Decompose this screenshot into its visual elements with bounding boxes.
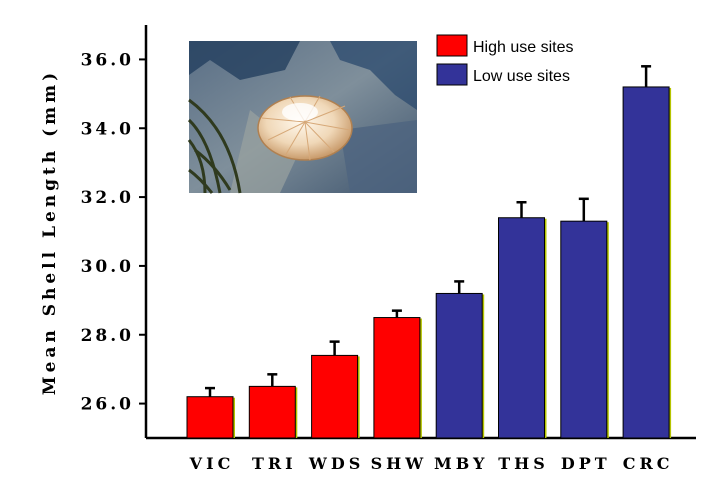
legend-label-high: High use sites bbox=[473, 39, 574, 56]
x-tick-label: CRC bbox=[623, 454, 674, 473]
y-tick-label: 36.0 bbox=[81, 50, 134, 70]
seaweed-graphic bbox=[187, 98, 242, 194]
x-tick-label: MBY bbox=[434, 454, 488, 473]
x-tick-label: WDS bbox=[308, 454, 364, 473]
bar-dpt bbox=[560, 220, 608, 439]
legend-label-low: Low use sites bbox=[473, 68, 570, 85]
y-tick-label: 34.0 bbox=[81, 119, 134, 139]
bar-mby bbox=[435, 292, 483, 439]
bar-tri bbox=[248, 385, 296, 439]
x-tick-label: DPT bbox=[561, 454, 611, 473]
y-tick-label: 32.0 bbox=[81, 188, 134, 208]
bar-ths bbox=[498, 217, 545, 439]
y-tick-label: 28.0 bbox=[81, 326, 134, 346]
legend-swatch-low bbox=[436, 63, 468, 86]
x-tick-label: TRI bbox=[252, 454, 297, 473]
bar-vic bbox=[186, 396, 234, 439]
x-tick-label: THS bbox=[498, 454, 549, 473]
legend-swatch-high bbox=[436, 34, 468, 57]
bar-wds bbox=[311, 354, 359, 439]
inset-photo bbox=[187, 41, 417, 194]
y-tick-label: 30.0 bbox=[81, 257, 134, 277]
x-tick-label: SHW bbox=[371, 454, 428, 473]
y-tick-label: 26.0 bbox=[81, 395, 134, 415]
shell-graphic bbox=[257, 95, 353, 161]
bar-shw bbox=[373, 317, 421, 439]
legend: High use sites Low use sites bbox=[436, 34, 574, 86]
bar-crc bbox=[622, 86, 670, 439]
y-axis-title: Mean Shell Length (mm) bbox=[40, 69, 60, 395]
x-tick-label: VIC bbox=[189, 454, 235, 473]
